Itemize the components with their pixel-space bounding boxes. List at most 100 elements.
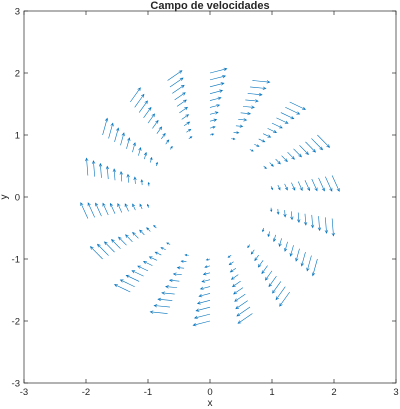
x-tick-label: -3 [20, 387, 28, 398]
velocity-arrow [305, 141, 316, 153]
velocity-arrow [153, 224, 157, 229]
velocity-arrow [263, 133, 272, 138]
velocity-arrow [202, 272, 211, 276]
velocity-arrow [109, 202, 116, 214]
x-tick-label: -2 [82, 387, 90, 398]
velocity-arrow [154, 251, 162, 256]
velocity-arrow [143, 106, 152, 119]
velocity-arrow [118, 236, 127, 246]
velocity-arrow [137, 265, 149, 272]
velocity-arrow [261, 265, 268, 275]
velocity-arrow [258, 138, 266, 143]
velocity-arrow [155, 161, 158, 167]
velocity-arrow [287, 152, 295, 160]
velocity-arrow [87, 202, 95, 218]
velocity-arrow [102, 202, 109, 216]
velocity-arrow [304, 180, 311, 192]
velocity-arrow [169, 145, 173, 150]
velocity-arrow [263, 165, 267, 170]
velocity-arrow [324, 217, 329, 234]
velocity-arrow [111, 239, 121, 249]
velocity-arrow [283, 210, 287, 218]
velocity-arrow [161, 291, 175, 295]
velocity-arrow [147, 113, 155, 124]
velocity-arrow [119, 170, 123, 182]
velocity-arrow [295, 248, 300, 262]
x-tick-label: 2 [331, 387, 336, 398]
velocity-arrow [156, 126, 163, 134]
velocity-arrow [201, 279, 211, 283]
velocity-arrow [125, 234, 133, 242]
velocity-arrow [176, 266, 185, 270]
velocity-arrow [252, 80, 271, 84]
velocity-arrow [165, 285, 178, 289]
velocity-arrow [331, 218, 335, 237]
velocity-arrow [257, 260, 264, 268]
velocity-arrow [193, 313, 211, 319]
velocity-arrow [133, 176, 137, 184]
velocity-arrow [138, 100, 148, 113]
x-ticks: -3 -2 -1 0 1 2 3 [20, 11, 399, 398]
y-tick-label: 1 [15, 131, 20, 142]
velocity-arrow [125, 274, 140, 282]
velocity-arrow [157, 297, 173, 302]
velocity-arrow [279, 291, 290, 307]
velocity-arrow [130, 87, 141, 103]
velocity-arrow [209, 89, 224, 94]
velocity-arrow [250, 86, 267, 90]
velocity-arrow [132, 231, 139, 239]
velocity-arrow [147, 203, 150, 208]
velocity-arrow [249, 149, 254, 152]
velocity-arrow [80, 202, 89, 219]
velocity-arrow [209, 104, 221, 108]
velocity-arrow [267, 128, 278, 133]
velocity-arrow [250, 249, 255, 255]
velocity-arrow [272, 234, 277, 243]
velocity-arrow [139, 229, 145, 236]
velocity-arrow [148, 256, 157, 261]
velocity-arrow [278, 238, 282, 247]
velocity-arrow [102, 117, 109, 136]
velocity-arrow [300, 252, 306, 267]
velocity-arrow [231, 280, 241, 288]
velocity-arrow [236, 306, 251, 317]
velocity-arrow [268, 275, 277, 288]
velocity-arrow [172, 272, 182, 276]
velocity-arrow [325, 176, 333, 192]
y-tick-label: -2 [12, 317, 20, 328]
axes [23, 10, 397, 384]
velocity-arrow [276, 208, 280, 215]
velocity-arrow [205, 258, 211, 261]
velocity-arrow [285, 107, 301, 115]
velocity-arrow [168, 278, 180, 283]
velocity-arrow [269, 162, 274, 167]
velocity-arrow [209, 126, 216, 129]
velocity-arrow [132, 142, 136, 153]
velocity-arrow [317, 134, 331, 148]
velocity-arrow [120, 132, 125, 146]
velocity-arrow [247, 244, 251, 249]
velocity-arrow [195, 306, 211, 312]
y-tick-label: 0 [15, 193, 20, 204]
velocity-arrow [271, 122, 283, 129]
velocity-arrow [142, 261, 153, 266]
velocity-arrow [132, 203, 136, 211]
velocity-arrow [235, 124, 244, 128]
velocity-arrow [297, 181, 303, 191]
x-tick-label: -1 [144, 387, 152, 398]
velocity-arrow [275, 286, 286, 301]
velocity-arrow [262, 227, 265, 233]
velocity-arrow [229, 267, 237, 273]
y-ticks: -3 -2 -1 0 1 2 3 [12, 7, 396, 390]
velocity-arrow [146, 227, 151, 232]
velocity-arrow [183, 121, 191, 127]
x-tick-label: 0 [207, 387, 212, 398]
velocity-arrow [291, 182, 296, 191]
velocity-arrow [281, 155, 288, 163]
x-tick-label: 3 [393, 387, 398, 398]
velocity-arrow [289, 245, 294, 257]
velocity-arrow [247, 92, 263, 97]
velocity-arrow [306, 255, 312, 272]
velocity-arrow [311, 138, 324, 151]
velocity-arrow [227, 255, 232, 258]
